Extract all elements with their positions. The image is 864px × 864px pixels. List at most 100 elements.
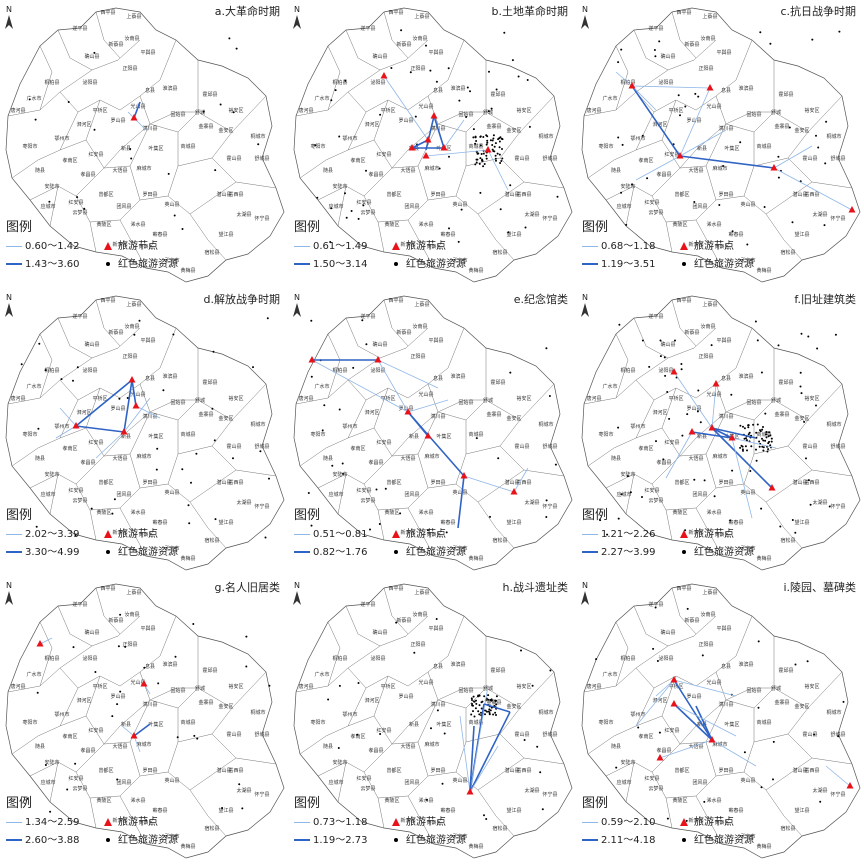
resource-dot — [344, 79, 347, 82]
county-label: 望江县 — [794, 519, 809, 526]
county-label: 鄂州市 — [630, 711, 645, 718]
county-boundary — [695, 795, 723, 845]
resource-dot — [448, 227, 450, 230]
county-label: 金安区 — [794, 703, 809, 710]
county-label: 固始县 — [458, 687, 473, 694]
link-line — [377, 359, 439, 389]
county-label: 上蔡县 — [414, 301, 429, 308]
link-line — [711, 427, 773, 489]
county-label: 黄梅县 — [468, 555, 483, 562]
county-label: 泌阳县 — [82, 655, 97, 662]
county-boundary — [773, 687, 809, 709]
county-boundary — [7, 69, 93, 117]
county-label: 英山县 — [164, 201, 179, 208]
county-label: 金寨县 — [198, 411, 213, 418]
county-boundary — [11, 399, 79, 467]
county-label: 红安县 — [664, 151, 679, 158]
resource-dot — [701, 654, 704, 657]
resource-dot — [188, 522, 191, 525]
county-label: 上蔡县 — [414, 589, 429, 596]
county-label: 浠水县 — [706, 221, 721, 228]
resource-dot — [471, 704, 474, 707]
resource-dot — [491, 144, 494, 146]
resource-dot — [484, 713, 486, 716]
county-boundary — [615, 333, 629, 399]
county-boundary — [317, 455, 393, 489]
county-boundary — [437, 399, 486, 413]
triangle-icon — [680, 818, 688, 826]
resource-dot — [730, 393, 733, 396]
resource-dot — [763, 206, 766, 208]
county-label: 罗山县 — [110, 405, 125, 412]
county-label: 黄州区 — [714, 819, 729, 826]
county-label: 潜山县 — [504, 191, 519, 198]
county-label: 新洲区 — [688, 817, 703, 824]
resource-dot — [399, 512, 402, 515]
county-label: 罗田县 — [142, 480, 157, 486]
legend-title: 图例 — [582, 796, 609, 811]
resource-dot — [658, 731, 661, 734]
resource-dot — [743, 751, 746, 754]
resource-dot — [145, 819, 148, 822]
county-boundary — [661, 699, 727, 745]
county-label: 望江县 — [794, 231, 809, 238]
resource-dot — [156, 447, 159, 450]
county-label: 大悟县 — [400, 743, 415, 750]
resource-dot — [494, 142, 497, 145]
resource-dot — [815, 404, 817, 407]
county-label: 罗田县 — [142, 192, 157, 198]
resource-dot — [755, 431, 758, 434]
resource-dot — [794, 663, 797, 666]
county-label: 平舆县 — [140, 625, 155, 632]
resource-dot — [365, 169, 367, 172]
county-label: 桐柏县 — [620, 655, 635, 662]
tourism-node — [374, 356, 382, 363]
county-label: 团风县 — [116, 492, 131, 498]
county-label: 黄梅县 — [756, 267, 771, 274]
legend-resource: 红色旅游资源 — [104, 546, 178, 560]
county-boundary — [103, 699, 151, 745]
county-boundary — [725, 111, 774, 125]
resource-dot — [791, 221, 794, 224]
legend: 图例 1.21～2.26 2.27～3.99 旅游节点 红色旅游资源 — [582, 504, 812, 570]
resource-dot — [595, 658, 598, 661]
resource-dot — [214, 518, 217, 521]
resource-dot — [816, 347, 819, 350]
resource-dot — [509, 371, 512, 374]
county-label: 汝南县 — [124, 611, 139, 618]
legend-node: 旅游节点 — [392, 528, 446, 542]
resource-dot — [314, 144, 317, 147]
resource-dot — [549, 669, 552, 672]
county-label: 霍邱县 — [778, 379, 793, 386]
county-boundary — [587, 399, 655, 467]
county-label: 罗山县 — [686, 117, 701, 124]
map-panel-e: N e.纪念馆类 西平县 上蔡县 遂平县 汝南县 平舆县 新蔡县 确山县 正阳县 泌阳县 桐柏县唐… — [288, 288, 576, 576]
county-label: 平舆县 — [140, 337, 155, 344]
county-label: 红安县 — [644, 775, 659, 782]
county-label: 新县 — [697, 145, 707, 152]
tourism-node — [712, 380, 720, 387]
county-label: 安陆市 — [332, 759, 347, 766]
resource-dot — [663, 356, 666, 359]
county-label: 确山县 — [660, 53, 675, 60]
resource-dot — [794, 531, 797, 534]
county-label: 叶集区 — [436, 721, 451, 728]
resource-dot — [485, 134, 488, 137]
county-label: 宿松县 — [780, 249, 795, 256]
county-label: 黄陂区 — [384, 797, 399, 804]
county-label: 平桥区 — [380, 683, 395, 690]
resource-dot — [469, 90, 471, 93]
county-label: 红安县 — [376, 151, 391, 158]
county-boundary — [605, 167, 681, 201]
link-line — [425, 115, 435, 151]
county-label: 金寨县 — [486, 123, 501, 130]
link-line — [513, 467, 529, 493]
county-label: 黄州区 — [138, 531, 153, 538]
county-label: 浠水县 — [706, 797, 721, 804]
county-label: 确山县 — [84, 341, 99, 348]
resource-dot — [221, 807, 224, 809]
county-label: 汝南县 — [700, 611, 715, 618]
resource-dot — [66, 788, 69, 791]
resource-dot — [409, 71, 412, 74]
resource-dot — [472, 695, 475, 698]
